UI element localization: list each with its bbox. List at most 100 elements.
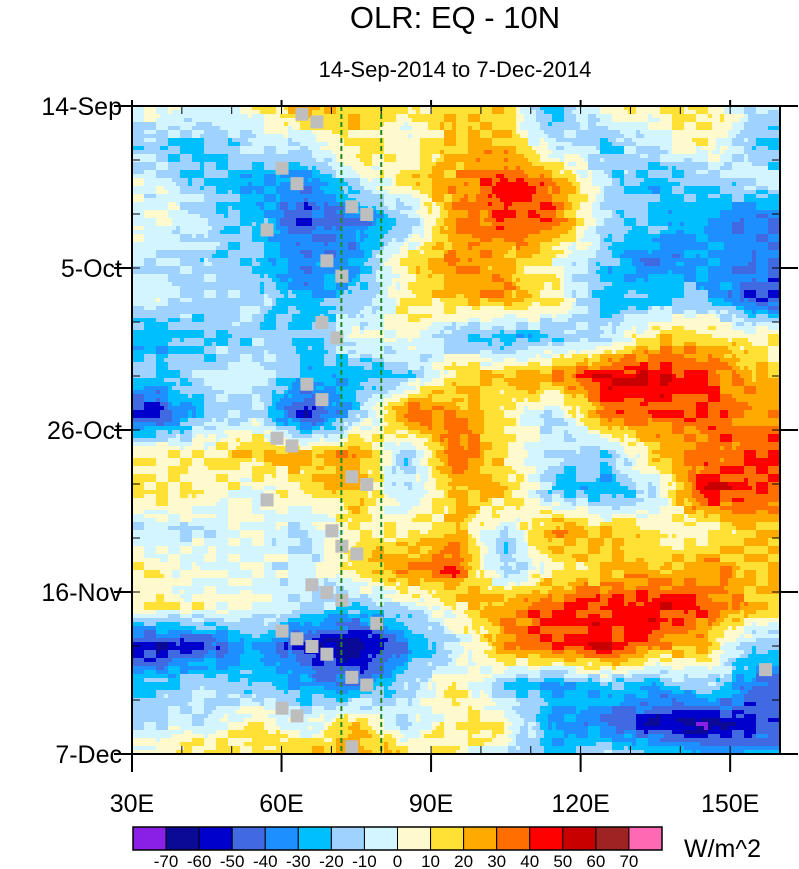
contour-cell bbox=[456, 186, 481, 191]
contour-cell bbox=[480, 570, 485, 575]
contour-cell bbox=[292, 318, 317, 323]
contour-cell bbox=[668, 534, 673, 539]
contour-cell bbox=[448, 506, 457, 511]
contour-cell bbox=[452, 398, 465, 403]
contour-cell bbox=[420, 382, 425, 387]
contour-cell bbox=[336, 318, 385, 323]
contour-cell bbox=[348, 426, 353, 431]
contour-cell bbox=[180, 522, 189, 527]
contour-cell bbox=[528, 390, 537, 395]
contour-cell bbox=[488, 210, 493, 215]
contour-cell bbox=[464, 578, 493, 583]
contour-cell bbox=[352, 330, 361, 335]
contour-cell bbox=[432, 522, 457, 527]
contour-cell bbox=[356, 350, 385, 355]
contour-cell bbox=[180, 486, 193, 491]
contour-cell bbox=[720, 558, 745, 563]
contour-cell bbox=[468, 150, 485, 155]
contour-cell bbox=[132, 210, 145, 215]
contour-cell bbox=[376, 206, 389, 211]
contour-cell bbox=[560, 302, 573, 307]
contour-cell bbox=[516, 338, 529, 343]
contour-cell bbox=[216, 202, 257, 207]
contour-cell bbox=[328, 310, 361, 315]
contour-cell bbox=[576, 218, 585, 223]
contour-cell bbox=[404, 242, 409, 247]
contour-cell bbox=[392, 282, 397, 287]
contour-cell bbox=[264, 558, 289, 563]
contour-cell bbox=[724, 106, 745, 111]
contour-cell bbox=[328, 182, 349, 187]
contour-cell bbox=[276, 426, 297, 431]
contour-cell bbox=[288, 470, 301, 475]
contour-cell bbox=[696, 426, 709, 431]
contour-cell bbox=[424, 450, 433, 455]
contour-cell bbox=[176, 202, 181, 207]
contour-cell bbox=[468, 298, 481, 303]
contour-cell bbox=[356, 390, 389, 395]
contour-cell bbox=[488, 214, 493, 219]
contour-cell bbox=[296, 202, 305, 207]
contour-cell bbox=[396, 522, 433, 527]
contour-cell bbox=[304, 178, 309, 183]
contour-cell bbox=[252, 434, 265, 439]
contour-cell bbox=[720, 398, 737, 403]
contour-cell bbox=[756, 638, 781, 643]
contour-cell bbox=[492, 182, 497, 187]
contour-cell bbox=[340, 226, 369, 231]
contour-cell bbox=[168, 346, 205, 351]
contour-cell bbox=[388, 390, 405, 395]
contour-cell bbox=[544, 174, 553, 179]
contour-cell bbox=[580, 338, 589, 343]
contour-cell bbox=[548, 122, 553, 127]
contour-cell bbox=[432, 238, 449, 243]
contour-cell bbox=[720, 390, 745, 395]
contour-cell bbox=[264, 186, 277, 191]
contour-cell bbox=[348, 362, 373, 367]
contour-cell bbox=[420, 318, 469, 323]
contour-cell bbox=[524, 530, 529, 535]
contour-cell bbox=[628, 602, 637, 607]
contour-cell bbox=[180, 370, 193, 375]
contour-cell bbox=[444, 582, 461, 587]
contour-cell bbox=[424, 578, 465, 583]
contour-cell bbox=[720, 514, 781, 519]
contour-cell bbox=[280, 250, 301, 255]
contour-cell bbox=[372, 222, 377, 227]
contour-cell bbox=[660, 154, 709, 159]
contour-cell bbox=[636, 458, 649, 463]
contour-cell bbox=[260, 506, 289, 511]
contour-cell bbox=[444, 250, 449, 255]
contour-cell bbox=[228, 482, 241, 487]
contour-cell bbox=[744, 586, 757, 591]
contour-cell bbox=[276, 150, 289, 155]
contour-cell bbox=[200, 166, 205, 171]
contour-cell bbox=[568, 162, 577, 167]
contour-cell bbox=[660, 538, 685, 543]
contour-cell bbox=[276, 194, 281, 199]
contour-cell bbox=[596, 406, 605, 411]
contour-cell bbox=[180, 434, 193, 439]
contour-cell bbox=[504, 426, 541, 431]
contour-cell bbox=[728, 294, 733, 299]
contour-cell bbox=[144, 402, 161, 407]
contour-cell bbox=[592, 622, 601, 627]
contour-cell bbox=[576, 474, 601, 479]
contour-cell bbox=[168, 206, 181, 211]
contour-cell bbox=[264, 574, 277, 579]
contour-cell bbox=[756, 110, 769, 115]
contour-cell bbox=[724, 634, 741, 639]
contour-cell bbox=[356, 238, 361, 243]
contour-cell bbox=[740, 642, 781, 647]
contour-cell bbox=[528, 606, 565, 611]
contour-cell bbox=[744, 386, 757, 391]
contour-cell bbox=[768, 570, 781, 575]
contour-cell bbox=[600, 150, 625, 155]
contour-cell bbox=[132, 306, 145, 311]
contour-cell bbox=[368, 322, 385, 327]
contour-cell bbox=[524, 538, 529, 543]
contour-cell bbox=[284, 406, 305, 411]
contour-cell bbox=[276, 146, 301, 151]
contour-cell bbox=[564, 110, 573, 115]
contour-cell bbox=[452, 322, 457, 327]
